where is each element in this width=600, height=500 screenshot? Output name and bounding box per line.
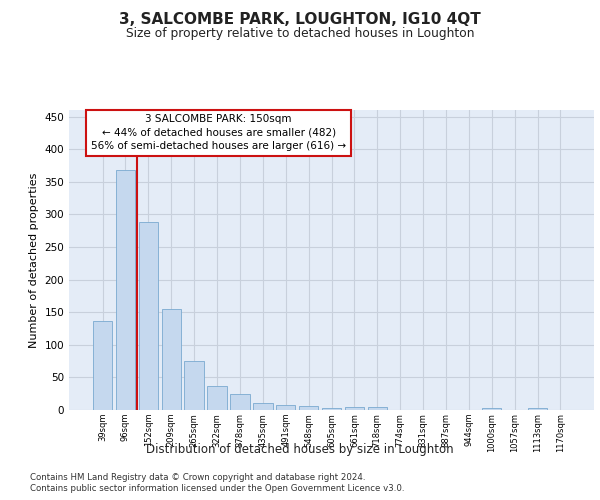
Bar: [139, 222, 158, 410]
Text: 3, SALCOMBE PARK, LOUGHTON, IG10 4QT: 3, SALCOMBE PARK, LOUGHTON, IG10 4QT: [119, 12, 481, 28]
Bar: [230, 394, 250, 410]
Bar: [184, 361, 204, 410]
Text: Contains public sector information licensed under the Open Government Licence v3: Contains public sector information licen…: [30, 484, 404, 493]
Text: Distribution of detached houses by size in Loughton: Distribution of detached houses by size …: [146, 442, 454, 456]
Y-axis label: Number of detached properties: Number of detached properties: [29, 172, 39, 348]
Bar: [528, 408, 547, 410]
Bar: [482, 408, 502, 410]
Bar: [161, 309, 181, 410]
Bar: [93, 322, 112, 410]
Text: Size of property relative to detached houses in Loughton: Size of property relative to detached ho…: [126, 28, 474, 40]
Bar: [299, 406, 319, 410]
Bar: [208, 386, 227, 410]
Bar: [116, 170, 135, 410]
Bar: [253, 404, 272, 410]
Bar: [344, 408, 364, 410]
Bar: [322, 408, 341, 410]
Bar: [368, 408, 387, 410]
Bar: [276, 405, 295, 410]
Text: 3 SALCOMBE PARK: 150sqm
← 44% of detached houses are smaller (482)
56% of semi-d: 3 SALCOMBE PARK: 150sqm ← 44% of detache…: [91, 114, 346, 151]
Text: Contains HM Land Registry data © Crown copyright and database right 2024.: Contains HM Land Registry data © Crown c…: [30, 472, 365, 482]
